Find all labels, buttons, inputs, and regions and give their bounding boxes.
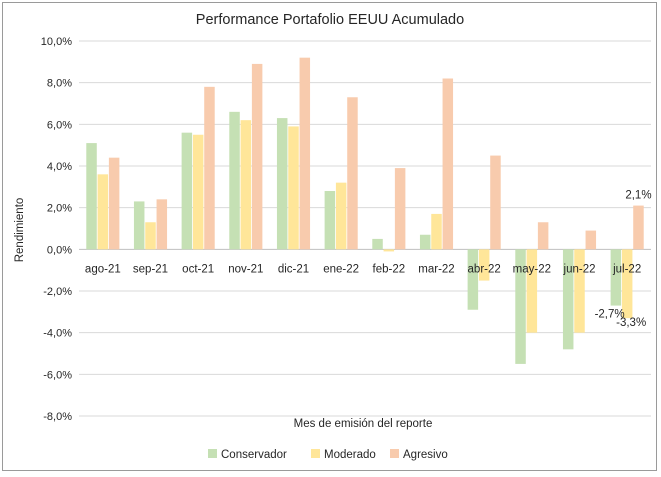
data-labels: 2,1% -2,7%-3,3% xyxy=(595,190,652,330)
y-tick-label: -2,0% xyxy=(43,286,72,298)
bar-conservador-may-22 xyxy=(515,249,526,364)
y-tick-label: 8,0% xyxy=(47,78,72,90)
x-tick-label: oct-21 xyxy=(182,263,214,275)
legend-label: Moderado xyxy=(324,449,376,461)
grid-lines xyxy=(79,40,651,417)
x-tick-label: sep-21 xyxy=(133,263,168,275)
legend: Conservador Moderado Agresivo xyxy=(208,449,448,461)
bar-conservador-abr-22 xyxy=(467,249,479,310)
bar-conservador-sep-21 xyxy=(133,201,145,250)
legend-swatch xyxy=(390,449,399,458)
x-tick-label: nov-21 xyxy=(228,263,263,275)
bar-moderado-mar-22 xyxy=(431,213,442,250)
bar-conservador-oct-21 xyxy=(181,132,193,250)
bar-moderado-abr-22 xyxy=(478,249,490,281)
bar-conservador-nov-21 xyxy=(229,111,240,250)
bar-conservador-mar-22 xyxy=(419,234,431,250)
data-label: -2,7% xyxy=(595,309,625,321)
x-tick-label: feb-22 xyxy=(373,263,406,275)
bar-conservador-jul-22 xyxy=(610,249,622,306)
bar-agresivo-ago-21 xyxy=(108,157,120,250)
y-tick-label: 2,0% xyxy=(47,203,72,215)
legend-swatch xyxy=(208,449,217,458)
y-tick-label: -8,0% xyxy=(43,411,72,423)
bars xyxy=(86,57,644,364)
y-axis-title: Rendimiento xyxy=(14,198,26,263)
bar-agresivo-may-22 xyxy=(537,222,549,250)
bar-agresivo-jun-22 xyxy=(585,230,597,250)
legend-item-conservador: Conservador xyxy=(208,449,287,461)
bar-conservador-jun-22 xyxy=(562,249,574,350)
bar-conservador-feb-22 xyxy=(372,238,383,250)
bar-agresivo-jul-22 xyxy=(633,205,644,250)
y-tick-label: -4,0% xyxy=(43,328,72,340)
bar-moderado-ago-21 xyxy=(97,174,109,250)
y-tick-label: -6,0% xyxy=(43,369,72,381)
x-tick-label: jul-22 xyxy=(612,263,641,275)
chart-title: Performance Portafolio EEUU Acumulado xyxy=(196,12,464,28)
bar-agresivo-abr-22 xyxy=(490,155,501,250)
bar-moderado-oct-21 xyxy=(192,134,204,250)
data-label: -3,3% xyxy=(616,317,646,329)
x-tick-label: abr-22 xyxy=(468,263,501,275)
x-tick-labels: ago-21 sep-21 oct-21 nov-21 dic-21 ene-22 feb-… xyxy=(85,263,641,275)
x-tick-label: may-22 xyxy=(513,263,551,275)
bar-moderado-nov-21 xyxy=(240,120,252,250)
legend-item-moderado: Moderado xyxy=(311,449,376,461)
y-tick-label: 6,0% xyxy=(47,119,72,131)
x-tick-label: jun-22 xyxy=(563,263,596,275)
chart-svg: Performance Portafolio EEUU Acumulado 10… xyxy=(14,12,652,461)
bar-agresivo-sep-21 xyxy=(156,199,168,250)
bar-moderado-jun-22 xyxy=(574,249,585,333)
y-tick-labels: 10,0% 8,0% 6,0% 4,0% 2,0% 0,0% -2,0% -4,0% -6,0%… xyxy=(41,36,72,423)
legend-label: Agresivo xyxy=(403,449,448,461)
bar-agresivo-mar-22 xyxy=(442,78,454,250)
legend-label: Conservador xyxy=(221,449,287,461)
y-tick-label: 10,0% xyxy=(41,36,72,48)
bar-moderado-may-22 xyxy=(526,249,538,333)
x-tick-label: ene-22 xyxy=(323,263,359,275)
bar-moderado-dic-21 xyxy=(288,126,299,250)
x-tick-label: mar-22 xyxy=(418,263,454,275)
bar-agresivo-oct-21 xyxy=(204,86,215,250)
bar-moderado-jul-22 xyxy=(621,249,633,319)
x-tick-label: dic-21 xyxy=(278,263,309,275)
data-label: 2,1% xyxy=(625,190,651,202)
bar-agresivo-ene-22 xyxy=(347,97,358,250)
y-tick-label: 0,0% xyxy=(47,244,72,256)
y-tick-label: 4,0% xyxy=(47,161,72,173)
bar-agresivo-dic-21 xyxy=(299,57,311,250)
bar-conservador-ago-21 xyxy=(86,143,97,250)
chart-frame: Performance Portafolio EEUU Acumulado 10… xyxy=(2,2,657,471)
bar-moderado-feb-22 xyxy=(383,249,395,252)
x-tick-label: ago-21 xyxy=(85,263,121,275)
bar-conservador-dic-21 xyxy=(276,118,288,250)
legend-item-agresivo: Agresivo xyxy=(390,449,448,461)
bar-agresivo-feb-22 xyxy=(394,168,406,250)
x-axis-title: Mes de emisión del reporte xyxy=(294,418,433,430)
bar-conservador-ene-22 xyxy=(324,191,336,250)
legend-swatch xyxy=(311,449,320,458)
bar-moderado-sep-21 xyxy=(145,222,156,250)
bar-agresivo-nov-21 xyxy=(251,63,263,250)
bar-moderado-ene-22 xyxy=(335,182,347,250)
